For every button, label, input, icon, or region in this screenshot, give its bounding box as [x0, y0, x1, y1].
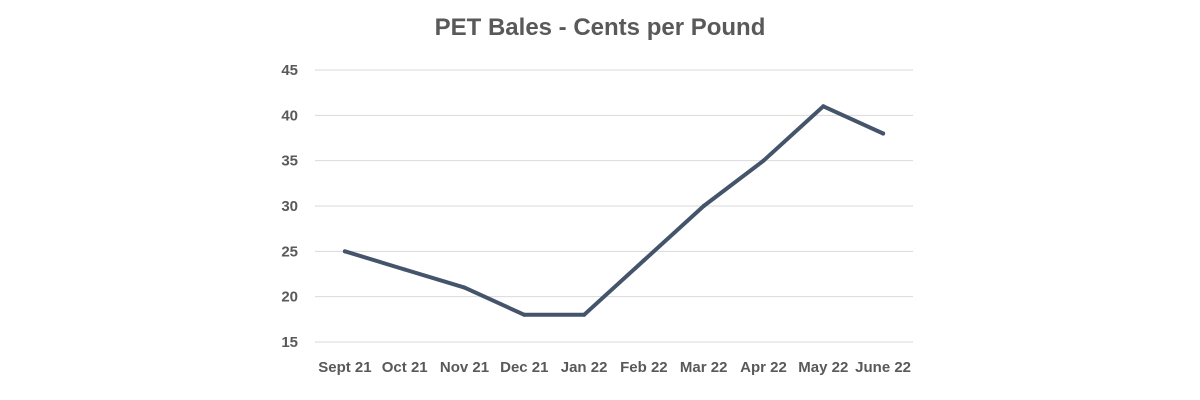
data-point	[522, 312, 527, 317]
x-tick-label: Nov 21	[440, 359, 489, 376]
data-point	[582, 312, 587, 317]
series-group	[342, 104, 886, 317]
y-tick-label: 25	[281, 243, 298, 260]
y-tick-label: 35	[281, 153, 298, 170]
y-tick-label: 45	[281, 62, 298, 79]
data-point	[342, 249, 347, 254]
y-axis-ticks: 15 20 25 30 35 40 45	[281, 62, 298, 351]
data-point	[402, 267, 407, 272]
x-tick-label: May 22	[798, 359, 848, 376]
data-point	[462, 285, 467, 290]
x-tick-label: Apr 22	[740, 359, 787, 376]
x-tick-label: Mar 22	[680, 359, 728, 376]
y-tick-label: 15	[281, 334, 298, 351]
data-point	[701, 204, 706, 208]
x-tick-label: Jan 22	[561, 359, 608, 376]
series-line	[342, 104, 886, 317]
y-tick-label: 40	[281, 107, 298, 124]
x-axis-ticks: Sept 21 Oct 21 Nov 21 Dec 21 Jan 22 Feb 22 Mar…	[318, 359, 911, 376]
data-point	[761, 158, 766, 163]
y-tick-label: 30	[281, 198, 298, 215]
x-tick-label: Oct 21	[382, 359, 428, 376]
gridlines	[315, 69, 913, 343]
x-tick-label: June 22	[855, 359, 911, 376]
data-point	[881, 131, 886, 136]
x-tick-label: Sept 21	[318, 359, 371, 376]
x-tick-label: Feb 22	[620, 359, 668, 376]
data-point	[821, 104, 826, 109]
data-point	[641, 258, 646, 263]
x-tick-label: Dec 21	[500, 359, 548, 376]
chart-title: PET Bales - Cents per Pound	[434, 14, 766, 41]
y-tick-label: 20	[281, 289, 298, 306]
